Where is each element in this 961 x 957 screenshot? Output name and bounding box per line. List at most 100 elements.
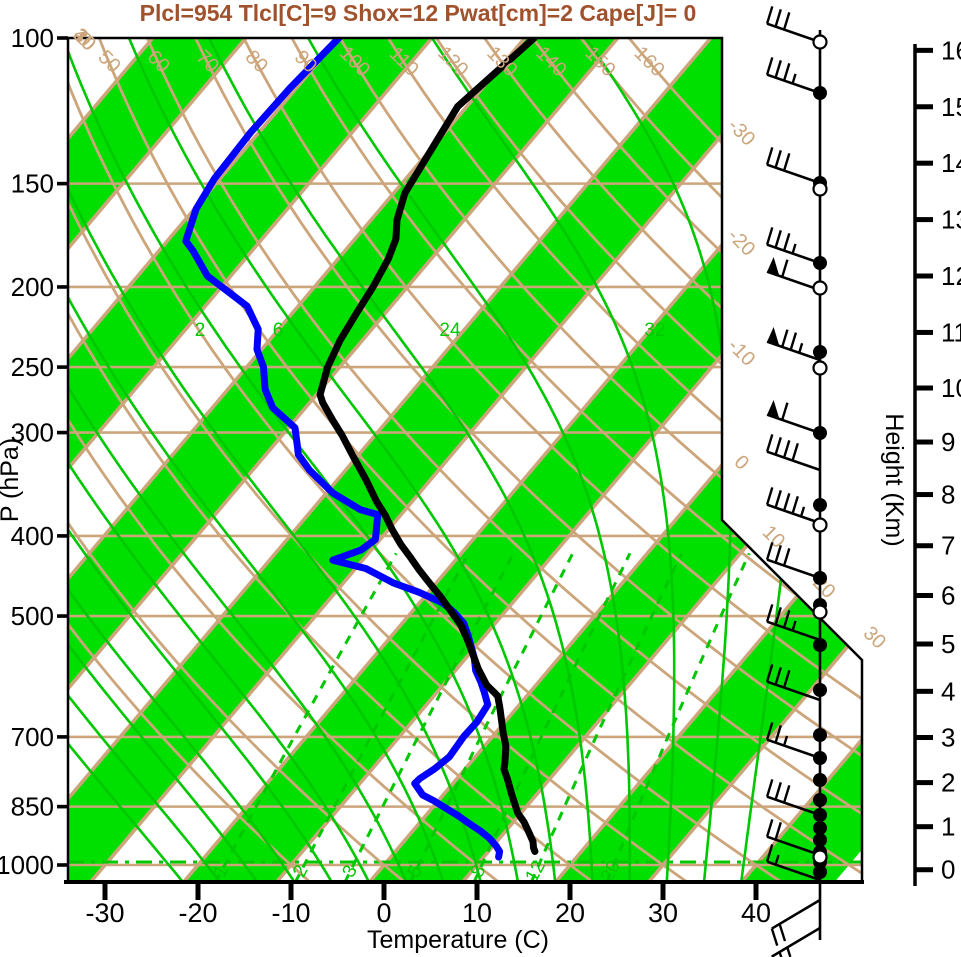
barb-feather: [765, 779, 774, 798]
barb-feather: [765, 227, 774, 246]
x-axis-tick-label: -10: [271, 898, 310, 928]
wind-barb: [765, 664, 821, 702]
barb-feather: [782, 610, 791, 628]
barb-feather: [774, 822, 782, 840]
station-dot: [813, 793, 827, 807]
barb-half-feather: [791, 243, 797, 254]
station-dot: [813, 498, 827, 512]
isotherm-label-right: 0: [730, 451, 753, 474]
station-dot: [813, 773, 827, 787]
isotherm-label-slant: 30: [859, 622, 890, 653]
wind-barb: [766, 400, 821, 435]
wind-barb: [766, 257, 821, 292]
x-axis-tick: [288, 882, 294, 900]
dry-adiabat: [338, 38, 862, 882]
moist-adiabat: [68, 38, 259, 882]
wind-barb: [765, 487, 821, 525]
barb-half-feather: [774, 854, 780, 865]
height-tick-label: 9: [941, 427, 955, 457]
wind-barb: [765, 57, 821, 95]
barb-staff: [771, 926, 821, 957]
pressure-tick-label: 400: [11, 521, 54, 551]
barb-feather: [774, 230, 782, 248]
wind-barb: [765, 434, 821, 472]
barb-staff: [766, 163, 821, 185]
pressure-tick-label: 1000: [0, 850, 54, 880]
barb-feather: [765, 819, 774, 838]
height-tick: [915, 439, 933, 445]
isotherm-line: [68, 38, 620, 882]
dry-adiabat: [68, 38, 312, 882]
pressure-tick: [57, 863, 68, 867]
barb-staff: [771, 898, 821, 930]
barb-staff: [766, 738, 821, 760]
height-tick-label: 6: [941, 581, 955, 611]
wind-barb: [765, 542, 821, 580]
height-tick: [915, 824, 933, 830]
wind-barb: [765, 844, 821, 882]
isotherm-line: [68, 38, 434, 882]
x-axis-tick-label: 30: [648, 898, 678, 928]
x-axis-title: Temperature (C): [367, 926, 549, 954]
pressure-tick: [57, 430, 68, 435]
isotherm-line: [89, 38, 806, 882]
barb-half-feather: [791, 73, 797, 84]
barb-feather: [782, 670, 791, 688]
moist-adiabat: [127, 38, 557, 882]
barb-pennant: [767, 400, 780, 419]
height-tick: [915, 641, 933, 647]
pressure-tick-label: 300: [11, 418, 54, 448]
dry-adiabat: [68, 38, 783, 882]
barb-feather: [765, 722, 774, 741]
barb-feather: [770, 928, 779, 947]
barb-feather: [782, 11, 791, 30]
wind-barb: [765, 779, 821, 817]
height-tick: [915, 329, 933, 335]
chart-title: Plcl=954 Tlcl[C]=9 Shox=12 Pwat[cm]=2 Ca…: [140, 0, 697, 26]
height-tick-label: 16: [941, 35, 961, 65]
isotherm-stripe: [68, 38, 618, 882]
station-dot: [813, 256, 827, 270]
dry-adiabat: [531, 38, 862, 882]
height-tick: [915, 385, 933, 391]
barb-half-feather: [791, 620, 797, 631]
height-tick-label: 7: [941, 531, 955, 561]
barb-staff: [766, 860, 821, 882]
dry-adiabat: [242, 38, 862, 882]
barb-feather: [791, 495, 799, 514]
pressure-tick-label: 700: [11, 722, 54, 752]
dry-adiabat: [68, 38, 595, 882]
dry-adiabat: [68, 38, 501, 882]
barb-staff: [766, 680, 821, 702]
barb-feather: [778, 951, 783, 957]
dry-adiabat-label-left: 40: [69, 24, 100, 55]
height-tick-label: 10: [941, 373, 961, 403]
isotherm-line: [68, 38, 248, 882]
mixing-ratio-line: [529, 552, 683, 882]
barb-feather: [765, 664, 774, 683]
pressure-tick-label: 850: [11, 792, 54, 822]
height-tick: [915, 688, 933, 694]
barb-feather: [791, 442, 799, 461]
barb-half-feather: [798, 342, 804, 354]
pressure-tick: [57, 181, 68, 186]
barb-feather: [765, 147, 774, 166]
moist-adiabat: [68, 38, 334, 882]
height-tick-label: 2: [941, 768, 955, 798]
wind-barb: [765, 604, 821, 642]
station-dot: [813, 751, 827, 765]
x-axis-tick: [195, 882, 201, 900]
pressure-tick-label: 150: [11, 169, 54, 199]
station-open-circle: [812, 360, 828, 376]
x-axis-tick-label: 20: [555, 898, 585, 928]
height-tick-label: 15: [941, 92, 961, 122]
temperature-curve: [316, 38, 539, 855]
moist-adiabat: [68, 38, 408, 882]
barb-feather: [765, 844, 774, 863]
station-dot: [813, 821, 827, 835]
wind-barb: [770, 898, 821, 947]
wind-barb: [765, 819, 821, 857]
height-tick: [915, 593, 933, 599]
station-dot: [813, 683, 827, 697]
barb-feather: [774, 667, 782, 685]
